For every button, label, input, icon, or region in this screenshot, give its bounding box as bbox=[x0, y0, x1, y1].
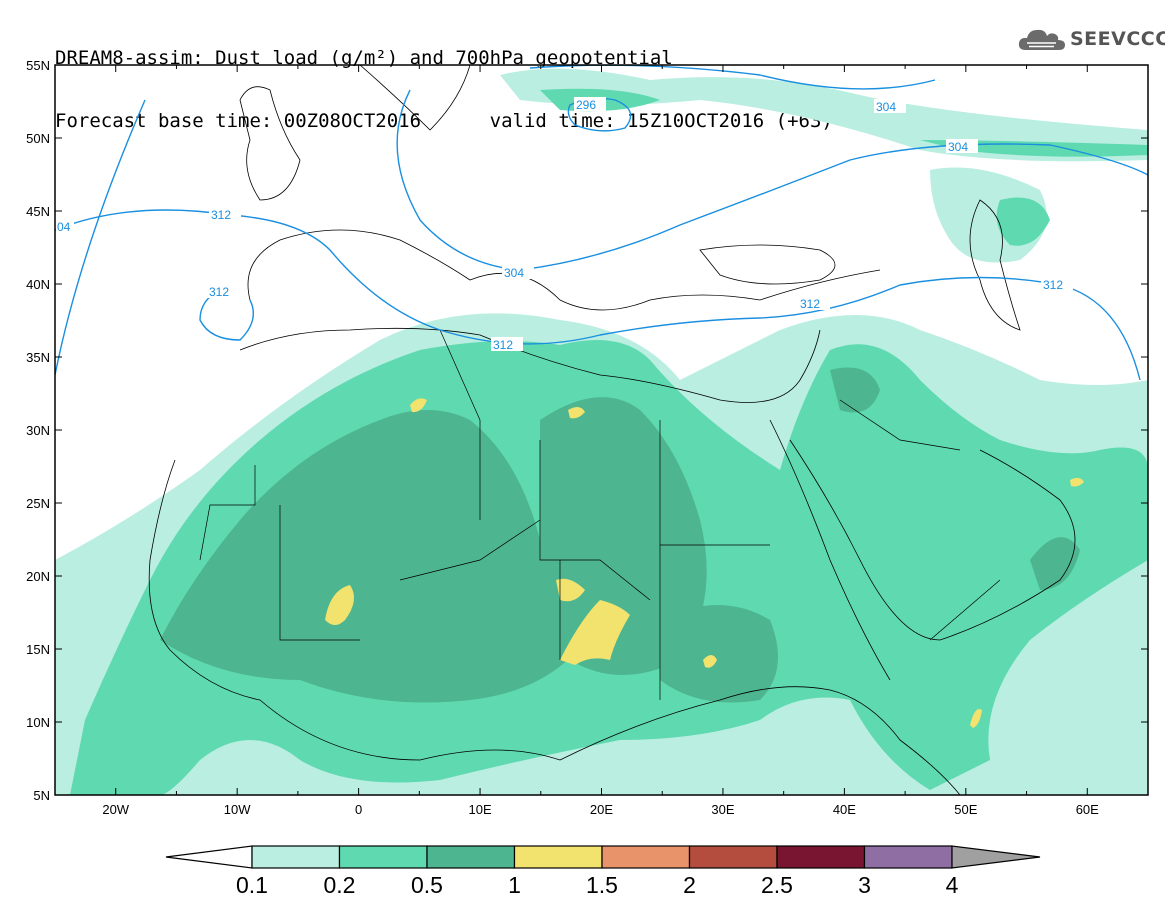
lat-label: 5N bbox=[33, 788, 50, 803]
dust-band-0.5-oman bbox=[1030, 537, 1080, 590]
lat-label: 35N bbox=[26, 350, 50, 365]
colorbar-labels: 0.1 0.2 0.5 1 1.5 2 2.5 3 4 bbox=[236, 872, 959, 898]
dust-band-0.5-west bbox=[160, 410, 600, 703]
colorbar-label: 0.5 bbox=[411, 872, 443, 898]
colorbar-box bbox=[513, 845, 603, 869]
dust-band-0.5-central bbox=[540, 397, 707, 675]
lat-label: 30N bbox=[26, 423, 50, 438]
contour-labels: 296 304 304 304 312 312 312 312 312 04 bbox=[56, 97, 1073, 352]
colorbar-boxes bbox=[165, 845, 1041, 869]
colorbar-box bbox=[251, 845, 341, 869]
colorbar-box bbox=[688, 845, 778, 869]
lat-label: 40N bbox=[26, 277, 50, 292]
colorbar-label: 4 bbox=[946, 872, 959, 898]
axis-labels: 55N 50N 45N 40N 35N 30N 25N 20N 15N 10N 5N 20W 10W 0 1… bbox=[26, 58, 1099, 817]
coastline-mediterranean bbox=[239, 327, 821, 403]
lon-label: 10W bbox=[224, 802, 251, 817]
lon-label: 50E bbox=[954, 802, 977, 817]
cloud-icon bbox=[1018, 29, 1065, 50]
lon-label: 60E bbox=[1076, 802, 1099, 817]
colorbar-under-arrow bbox=[165, 845, 253, 869]
dust-band-1.0-niger bbox=[556, 578, 585, 602]
contour-312-iberia bbox=[199, 289, 254, 341]
contour-312-main bbox=[55, 209, 1141, 381]
dust-band-0.5-sudan bbox=[660, 605, 778, 703]
title-line-2: Forecast base time: 00Z08OCT2016 valid t… bbox=[55, 110, 833, 132]
contour-label: 312 bbox=[211, 208, 231, 222]
lat-label: 10N bbox=[26, 715, 50, 730]
dust-band-1.0-algeria bbox=[410, 398, 427, 413]
coastline-uk bbox=[239, 86, 301, 201]
colorbar-label: 1.5 bbox=[586, 872, 618, 898]
coastline-caspian bbox=[969, 199, 1021, 331]
lat-label: 55N bbox=[26, 58, 50, 73]
colorbar-label: 0.2 bbox=[324, 872, 356, 898]
coastline-arabia bbox=[789, 439, 1076, 641]
dust-band-1.0-chad bbox=[560, 600, 630, 665]
contour-label: 312 bbox=[493, 338, 513, 352]
colorbar-box bbox=[426, 845, 516, 869]
colorbar-label: 3 bbox=[858, 872, 871, 898]
contour-label: 312 bbox=[800, 297, 820, 311]
lat-label: 15N bbox=[26, 642, 50, 657]
lon-label: 40E bbox=[833, 802, 856, 817]
logo-text: SEEVCCC bbox=[1070, 28, 1165, 50]
lon-label: 30E bbox=[711, 802, 734, 817]
contour-label: 296 bbox=[576, 98, 596, 112]
dust-band-1.0-libya bbox=[568, 406, 585, 419]
contour-label: 304 bbox=[948, 140, 968, 154]
lat-label: 50N bbox=[26, 131, 50, 146]
contour-label: 304 bbox=[504, 266, 524, 280]
coastline-scandinavia bbox=[359, 65, 471, 131]
lon-label: 20E bbox=[590, 802, 613, 817]
colorbar-label: 2 bbox=[683, 872, 696, 898]
colorbar-box bbox=[338, 845, 428, 869]
coastline-africa bbox=[148, 459, 961, 795]
lon-label: 10E bbox=[468, 802, 491, 817]
title-line-1: DREAM8-assim: Dust load (g/m²) and 700hP… bbox=[55, 47, 673, 69]
dust-band-1.0-gulf bbox=[1070, 477, 1084, 487]
contour-label: 304 bbox=[876, 100, 896, 114]
lat-label: 20N bbox=[26, 569, 50, 584]
axis-ticks bbox=[54, 64, 1149, 796]
borders bbox=[199, 329, 1001, 700]
dust-band-1.0-somalia bbox=[970, 709, 982, 728]
contour-label: 312 bbox=[209, 285, 229, 299]
map-title: DREAM8-assim: Dust load (g/m²) and 700hP… bbox=[55, 6, 833, 153]
dust-band-0.1-north bbox=[500, 68, 1148, 162]
contour-304 bbox=[396, 89, 1148, 271]
colorbar-box bbox=[776, 845, 866, 869]
seevccc-logo: SEEVCCC bbox=[1018, 26, 1165, 52]
lat-label: 25N bbox=[26, 496, 50, 511]
dust-band-1.0-mali bbox=[325, 585, 354, 625]
dust-band-1.0-sudan bbox=[703, 655, 717, 668]
contour-312-west bbox=[55, 99, 146, 376]
coastline-blacksea bbox=[699, 244, 836, 285]
coastline-redsea bbox=[769, 419, 891, 681]
colorbar-over-arrow bbox=[951, 845, 1041, 869]
colorbar-box bbox=[601, 845, 691, 869]
colorbar-label: 1 bbox=[508, 872, 521, 898]
lon-label: 0 bbox=[355, 802, 362, 817]
colorbar-label: 2.5 bbox=[761, 872, 793, 898]
lat-label: 45N bbox=[26, 204, 50, 219]
contour-label: 312 bbox=[1043, 278, 1063, 292]
dust-band-0.2-caspian bbox=[996, 197, 1050, 246]
colorbar-label: 0.1 bbox=[236, 872, 268, 898]
contour-label: 04 bbox=[57, 220, 71, 234]
colorbar-box bbox=[863, 845, 953, 869]
lon-label: 20W bbox=[102, 802, 129, 817]
